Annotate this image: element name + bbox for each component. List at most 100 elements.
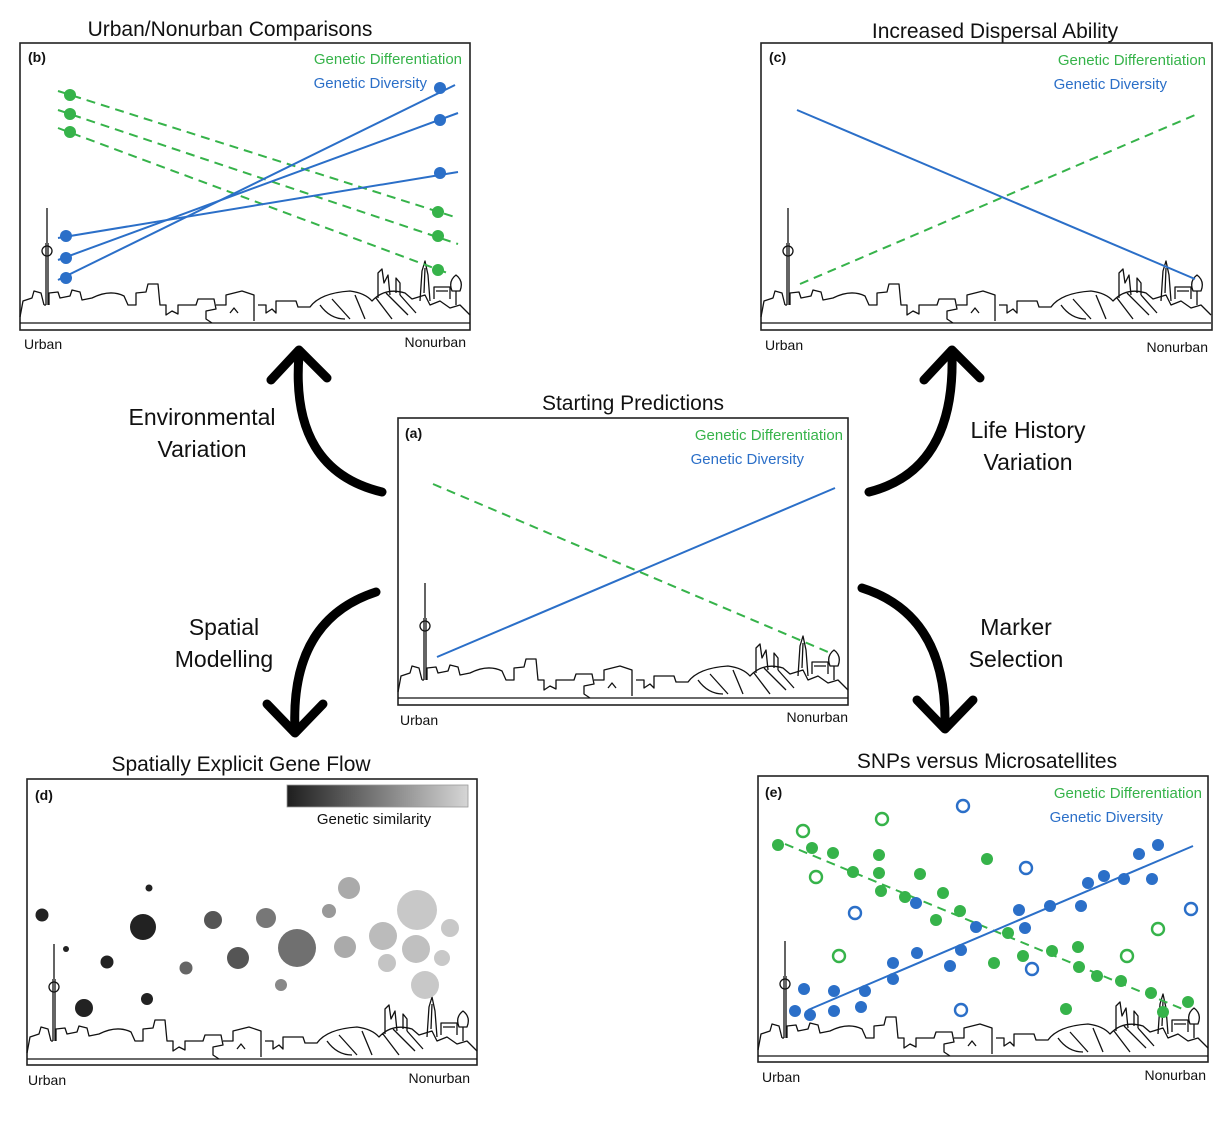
axis-label-nonurban: Nonurban bbox=[409, 1070, 471, 1086]
diversity-snp-point bbox=[855, 1001, 867, 1013]
diversity-microsatellite-point bbox=[1024, 961, 1040, 977]
diversity-snp-point bbox=[1146, 873, 1158, 885]
diversity-microsatellite-point bbox=[955, 798, 971, 814]
legend-differentiation: Genetic Differentiation bbox=[1054, 785, 1202, 802]
population-circle bbox=[63, 946, 69, 952]
population-circle bbox=[434, 950, 450, 966]
population-circle bbox=[130, 914, 156, 940]
differentiation-snp-point bbox=[1115, 975, 1127, 987]
differentiation-point bbox=[432, 206, 444, 218]
diversity-snp-point bbox=[1044, 900, 1056, 912]
differentiation-microsatellite-point bbox=[831, 948, 847, 964]
diversity-point bbox=[60, 272, 72, 284]
differentiation-snp-point bbox=[1145, 987, 1157, 999]
differentiation-trend-line bbox=[432, 483, 829, 653]
panel-tag: (d) bbox=[35, 787, 53, 803]
population-circle bbox=[256, 908, 276, 928]
diversity-snp-point bbox=[1118, 873, 1130, 885]
diversity-snp-point bbox=[1152, 839, 1164, 851]
diversity-line bbox=[57, 112, 459, 261]
label-environmental: Environmental bbox=[128, 404, 275, 430]
diversity-snp-point bbox=[955, 944, 967, 956]
axis-label-urban: Urban bbox=[400, 712, 438, 728]
diversity-snp-point bbox=[944, 960, 956, 972]
label-variation-right: Variation bbox=[983, 449, 1072, 475]
panel-b: Urban/Nonurban Comparisons (b) Genetic D… bbox=[19, 18, 471, 352]
axis-label-urban: Urban bbox=[765, 337, 803, 353]
diversity-snp-point bbox=[1133, 848, 1145, 860]
differentiation-snp-point bbox=[930, 914, 942, 926]
differentiation-snp-point bbox=[899, 891, 911, 903]
differentiation-snp-point bbox=[1091, 970, 1103, 982]
differentiation-snp-point bbox=[875, 885, 887, 897]
differentiation-snp-point bbox=[806, 842, 818, 854]
population-circle bbox=[441, 919, 459, 937]
diversity-snp-point bbox=[804, 1009, 816, 1021]
differentiation-snp-point bbox=[772, 839, 784, 851]
differentiation-snp-point bbox=[873, 849, 885, 861]
population-circle bbox=[278, 929, 316, 967]
differentiation-snp-point bbox=[1072, 941, 1084, 953]
population-circle bbox=[100, 955, 114, 969]
population-circle bbox=[397, 890, 437, 930]
population-circle bbox=[204, 911, 222, 929]
panel-c-title: Increased Dispersal Ability bbox=[872, 20, 1119, 43]
axis-label-nonurban: Nonurban bbox=[1145, 1067, 1207, 1083]
differentiation-snp-point bbox=[1002, 927, 1014, 939]
axis-label-urban: Urban bbox=[762, 1069, 800, 1085]
diversity-snp-point bbox=[1098, 870, 1110, 882]
differentiation-microsatellite-point bbox=[874, 811, 890, 827]
legend-differentiation: Genetic Differentiation bbox=[695, 427, 843, 444]
differentiation-snp-point bbox=[1073, 961, 1085, 973]
differentiation-point bbox=[64, 108, 76, 120]
axis-label-urban: Urban bbox=[28, 1072, 66, 1088]
population-circle bbox=[369, 922, 397, 950]
differentiation-microsatellite-point bbox=[1150, 921, 1166, 937]
diversity-microsatellite-point bbox=[1183, 901, 1199, 917]
differentiation-point bbox=[64, 89, 76, 101]
diversity-snp-point bbox=[1082, 877, 1094, 889]
arrow-environmental-variation bbox=[266, 345, 387, 497]
diversity-snp-point bbox=[789, 1005, 801, 1017]
panel-tag: (c) bbox=[769, 49, 786, 65]
label-marker: Marker bbox=[980, 614, 1052, 640]
population-circle bbox=[411, 971, 439, 999]
diversity-snp-point bbox=[910, 897, 922, 909]
diversity-snp-point bbox=[859, 985, 871, 997]
arrow-life-history-variation bbox=[864, 345, 985, 497]
differentiation-microsatellite-point bbox=[1119, 948, 1135, 964]
diversity-snp-point bbox=[798, 983, 810, 995]
axis-label-nonurban: Nonurban bbox=[787, 709, 849, 725]
diversity-trend-line bbox=[436, 487, 836, 658]
differentiation-snp-point bbox=[1060, 1003, 1072, 1015]
diversity-microsatellite-point bbox=[847, 905, 863, 921]
diversity-point bbox=[434, 167, 446, 179]
differentiation-snp-point bbox=[873, 867, 885, 879]
diversity-snp-point bbox=[970, 921, 982, 933]
diversity-point bbox=[60, 230, 72, 242]
differentiation-snp-point bbox=[954, 905, 966, 917]
differentiation-point bbox=[64, 126, 76, 138]
population-circle bbox=[35, 908, 49, 922]
axis-label-nonurban: Nonurban bbox=[405, 334, 467, 350]
population-circle bbox=[141, 993, 153, 1005]
label-modelling: Modelling bbox=[175, 646, 273, 672]
diversity-snp-point bbox=[1013, 904, 1025, 916]
diversity-snp-point bbox=[828, 1005, 840, 1017]
differentiation-snp-point bbox=[827, 847, 839, 859]
panel-b-title: Urban/Nonurban Comparisons bbox=[88, 18, 373, 41]
panel-e: SNPs versus Microsatellites (e) Genetic … bbox=[757, 750, 1209, 1085]
diversity-microsatellite-point bbox=[953, 1002, 969, 1018]
diversity-line bbox=[57, 84, 456, 281]
panel-tag: (a) bbox=[405, 425, 422, 441]
diversity-microsatellite-point bbox=[1018, 860, 1034, 876]
differentiation-microsatellite-point bbox=[808, 869, 824, 885]
population-circle bbox=[75, 999, 93, 1017]
population-circle bbox=[402, 935, 430, 963]
differentiation-snp-point bbox=[988, 957, 1000, 969]
diversity-trend-line bbox=[807, 845, 1194, 1011]
panel-c: Increased Dispersal Ability (c) Genetic … bbox=[760, 20, 1213, 355]
diversity-snp-point bbox=[911, 947, 923, 959]
scale-label: Genetic similarity bbox=[317, 811, 432, 828]
